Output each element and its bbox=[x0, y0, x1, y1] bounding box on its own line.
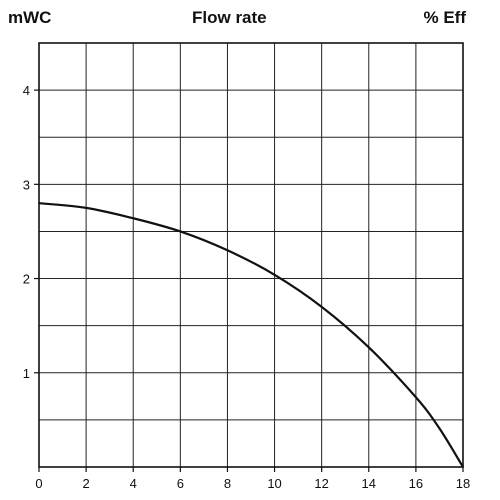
y-tick-label: 2 bbox=[23, 272, 30, 287]
chart-title: Flow rate bbox=[192, 8, 267, 27]
data-point bbox=[179, 230, 182, 233]
data-point bbox=[273, 273, 276, 276]
x-tick-label: 12 bbox=[314, 476, 328, 491]
data-point bbox=[85, 206, 88, 209]
x-tick-label: 18 bbox=[456, 476, 470, 491]
x-tick-label: 6 bbox=[177, 476, 184, 491]
x-tick-label: 2 bbox=[82, 476, 89, 491]
y-tick-label: 1 bbox=[23, 366, 30, 381]
data-point bbox=[132, 217, 135, 220]
data-point bbox=[414, 396, 417, 399]
y-tick-label: 3 bbox=[23, 177, 30, 192]
x-tick-label: 0 bbox=[35, 476, 42, 491]
x-tick-label: 14 bbox=[362, 476, 376, 491]
x-tick-label: 4 bbox=[130, 476, 137, 491]
secondary-axis-label: % Eff bbox=[423, 8, 467, 27]
data-point bbox=[438, 427, 441, 430]
y-tick-label: 4 bbox=[23, 83, 30, 98]
data-point bbox=[462, 466, 464, 468]
data-point bbox=[38, 202, 40, 205]
data-point bbox=[320, 305, 323, 308]
data-point bbox=[226, 249, 229, 252]
x-tick-label: 16 bbox=[409, 476, 423, 491]
y-axis-label: mWC bbox=[8, 8, 52, 27]
data-point bbox=[367, 346, 370, 349]
plot-frame bbox=[38, 42, 464, 468]
series-line bbox=[38, 202, 464, 468]
x-tick-label: 8 bbox=[224, 476, 231, 491]
x-tick-label: 10 bbox=[267, 476, 281, 491]
